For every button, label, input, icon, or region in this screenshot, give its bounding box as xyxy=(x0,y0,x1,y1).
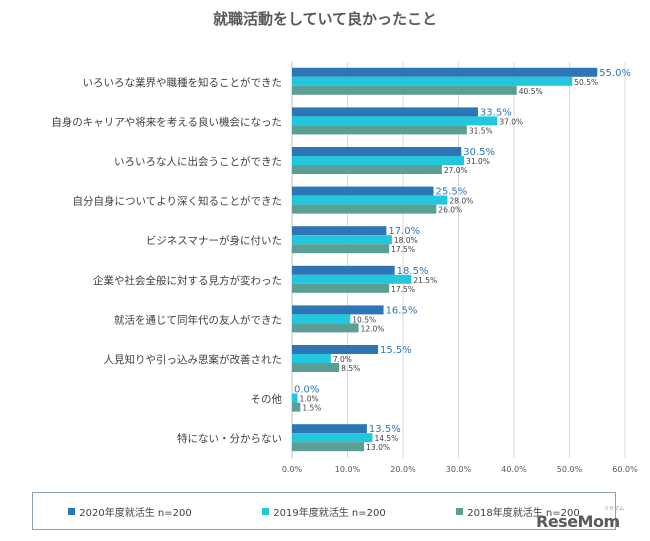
bar xyxy=(292,195,448,205)
x-tick-label: 20.0% xyxy=(390,465,416,474)
data-label: 13.5% xyxy=(369,424,401,435)
bar xyxy=(292,156,465,165)
bar xyxy=(292,186,434,196)
category-label: ビジネスマナーが身に付いた xyxy=(146,234,282,247)
data-label: 1.0% xyxy=(300,395,319,404)
legend: 2020年度就活生 n=200 2019年度就活生 n=200 2018年度就活… xyxy=(32,492,616,530)
data-label: 50.5% xyxy=(574,78,598,87)
data-label: 18.0% xyxy=(394,236,418,245)
bar xyxy=(292,323,359,333)
legend-item-2019: 2019年度就活生 n=200 xyxy=(262,504,386,519)
legend-item-2020: 2020年度就活生 n=200 xyxy=(68,504,192,519)
category-label: いろいろな業界や職種を知ることができた xyxy=(83,76,283,89)
bar xyxy=(292,226,387,236)
bar xyxy=(292,274,412,284)
legend-item-2018: 2018年度就活生 n=200 xyxy=(456,504,580,519)
bar xyxy=(292,402,301,412)
legend-swatch-2018 xyxy=(456,507,464,515)
bar xyxy=(292,116,498,126)
category-label: 就活を通じて同年代の友人ができた xyxy=(114,313,282,326)
data-label: 12.0% xyxy=(361,324,385,333)
category-label: 特にない・分からない xyxy=(177,433,282,445)
legend-label-2018: 2018年度就活生 n=200 xyxy=(467,507,580,519)
data-label: 1.5% xyxy=(302,404,321,413)
bar xyxy=(292,283,390,293)
bar xyxy=(292,363,340,372)
data-label: 31.5% xyxy=(469,126,493,135)
data-label: 17.5% xyxy=(391,285,415,294)
data-label: 28.0% xyxy=(449,197,473,206)
data-label: 17.5% xyxy=(391,245,415,254)
legend-label-2019: 2019年度就活生 n=200 xyxy=(273,507,386,519)
data-label: 10.5% xyxy=(352,315,376,324)
bar xyxy=(292,442,365,452)
bar xyxy=(292,204,437,214)
data-label: 8.5% xyxy=(341,364,360,373)
data-label: 17.0% xyxy=(388,226,420,237)
bar xyxy=(292,314,351,324)
bar xyxy=(292,345,379,354)
legend-swatch-2020 xyxy=(68,507,76,515)
bar xyxy=(292,107,478,117)
bar xyxy=(292,424,367,434)
category-label: その他 xyxy=(251,393,283,406)
resemom-logo: ReseMom xyxy=(536,512,620,531)
bar xyxy=(292,244,390,254)
data-label: 18.5% xyxy=(397,266,429,277)
data-label: 31.0% xyxy=(466,157,490,166)
x-tick-label: 0.0% xyxy=(282,465,303,474)
legend-label-2020: 2020年度就活生 n=200 xyxy=(79,507,192,519)
data-label: 37.0% xyxy=(499,117,523,126)
bar xyxy=(292,265,395,275)
bar xyxy=(292,305,384,315)
x-tick-label: 30.0% xyxy=(446,465,472,474)
data-label: 13.0% xyxy=(366,443,390,452)
data-label: 21.5% xyxy=(413,276,437,285)
data-label: 30.5% xyxy=(463,147,495,158)
category-label: 企業や社会全般に対する見方が変わった xyxy=(93,274,282,287)
data-label: 27.0% xyxy=(444,166,468,175)
data-label: 14.5% xyxy=(374,434,398,443)
data-label: 7.0% xyxy=(333,355,352,364)
category-label: 自分自身についてより深く知ることができた xyxy=(73,195,282,208)
data-label: 55.0% xyxy=(599,68,631,79)
x-tick-label: 40.0% xyxy=(501,465,527,474)
data-label: 0.0% xyxy=(294,385,319,396)
bar xyxy=(292,393,298,403)
data-label: 15.5% xyxy=(380,345,412,356)
bar xyxy=(292,433,373,443)
x-tick-label: 60.0% xyxy=(612,465,638,474)
resemom-logo-sub: リセマム xyxy=(604,506,625,512)
category-label: いろいろな人に出会うことができた xyxy=(114,155,282,168)
bar xyxy=(292,85,517,95)
bar xyxy=(292,147,462,156)
data-label: 16.5% xyxy=(386,305,418,316)
data-label: 25.5% xyxy=(436,187,468,198)
x-tick-label: 10.0% xyxy=(335,465,361,474)
chart-title: 就職活動をしていて良かったこと xyxy=(212,10,438,28)
data-label: 26.0% xyxy=(438,206,462,215)
category-label: 人見知りや引っ込み思案が改善された xyxy=(104,353,283,366)
data-label: 33.5% xyxy=(480,107,512,118)
bar xyxy=(292,165,442,174)
category-label: 自身のキャリアや将来を考える良い機会になった xyxy=(51,115,282,128)
bar xyxy=(292,235,392,245)
x-tick-label: 50.0% xyxy=(557,465,583,474)
bar xyxy=(292,125,467,135)
legend-swatch-2019 xyxy=(262,507,270,515)
data-label: 40.5% xyxy=(519,87,543,96)
bar xyxy=(292,76,573,86)
bar xyxy=(292,354,331,363)
bar xyxy=(292,67,598,77)
